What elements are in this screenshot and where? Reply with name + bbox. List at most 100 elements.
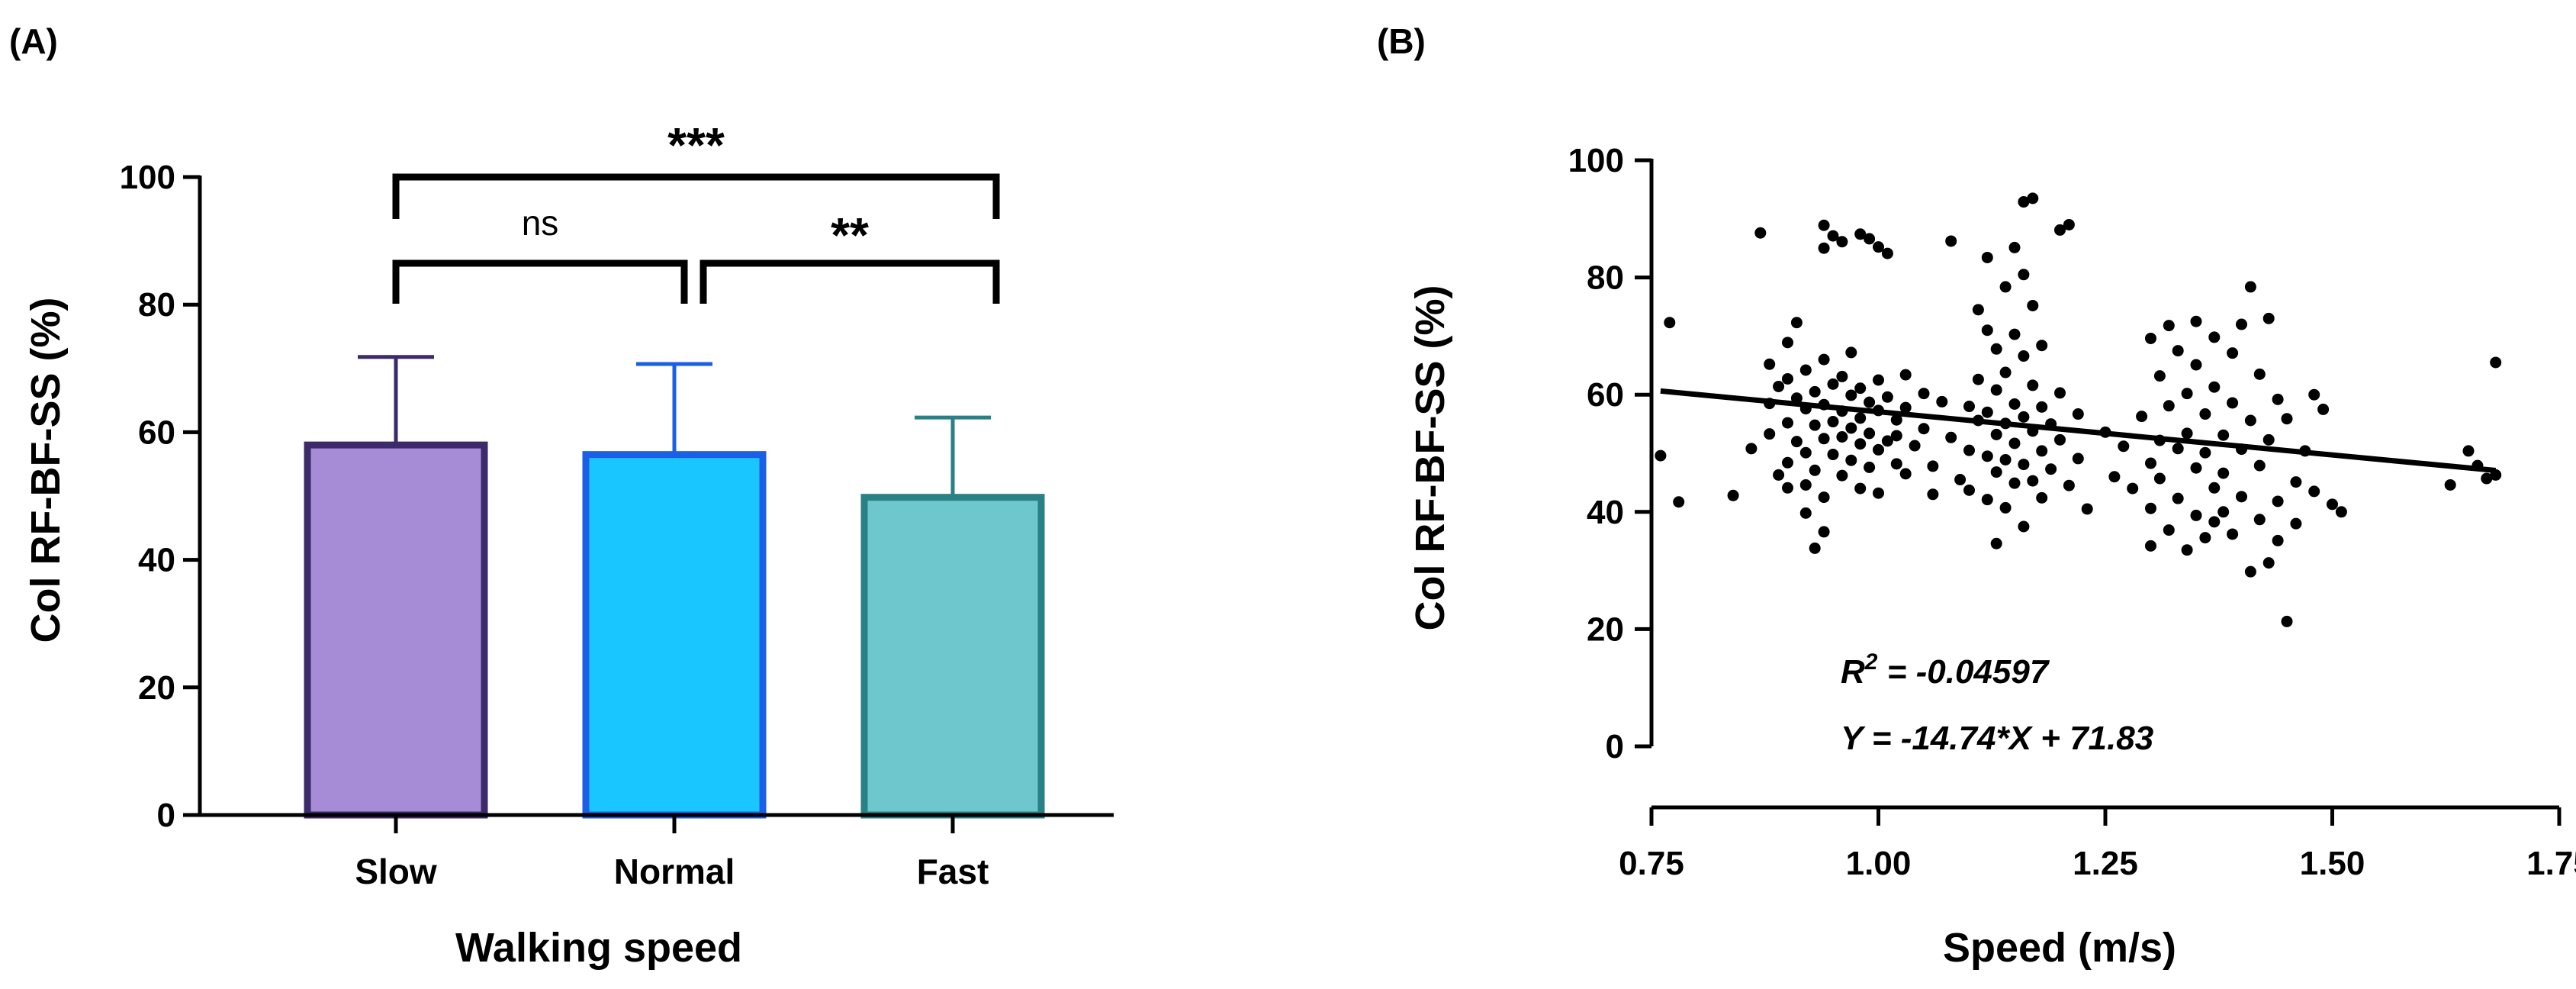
panel-b-data-point bbox=[1818, 219, 1830, 231]
panel-b-data-point bbox=[1873, 443, 1884, 456]
panel-b-data-point bbox=[1899, 369, 1912, 381]
panel-b-data-point bbox=[1927, 488, 1939, 501]
panel-b-data-point bbox=[1990, 428, 2002, 440]
panel-b-data-point bbox=[2208, 482, 2221, 494]
panel-b-data-point bbox=[1999, 501, 2012, 514]
panel-b-data-point bbox=[2217, 506, 2230, 518]
panel-b-data-point bbox=[1790, 436, 1803, 448]
panel-b-data-point bbox=[1981, 450, 1993, 462]
panel-b-data-point bbox=[2018, 411, 2030, 423]
panel-b-data-point bbox=[2153, 370, 2166, 382]
panel-b-data-point bbox=[2208, 381, 2221, 393]
panel-b-x-tick-label: 1.75 bbox=[2526, 845, 2576, 882]
panel-b-data-point bbox=[1999, 366, 2012, 379]
panel-b-data-point bbox=[2145, 540, 2156, 552]
panel-b-data-point bbox=[2481, 472, 2493, 485]
panel-b-data-point bbox=[2108, 471, 2121, 483]
panel-b-data-point bbox=[1873, 487, 1884, 499]
panel-b-data-point bbox=[2290, 476, 2302, 488]
panel-b-data-point bbox=[2027, 299, 2039, 311]
panel-b-data-point bbox=[1873, 241, 1884, 253]
panel-b-data-point bbox=[2272, 393, 2284, 405]
panel-b-data-point bbox=[2127, 482, 2139, 494]
panel-b-data-point bbox=[1899, 468, 1912, 480]
panel-b-data-point bbox=[1981, 251, 1993, 263]
panel-b-points bbox=[1655, 192, 2502, 627]
panel-b-data-point bbox=[1818, 433, 1830, 445]
panel-b-data-point bbox=[2272, 534, 2284, 546]
panel-b-data-point bbox=[1990, 343, 2002, 355]
bracket-slow-fast-label: *** bbox=[667, 118, 725, 172]
panel-b-data-point bbox=[1836, 430, 1848, 443]
bracket-slow-normal bbox=[392, 259, 688, 304]
panel-b-data-point bbox=[2181, 388, 2193, 400]
panel-b-data-point bbox=[2227, 528, 2239, 540]
panel-b-y-axis-title: Col RF-BF-SS (%) bbox=[1407, 285, 1453, 631]
panel-b-data-point bbox=[1990, 537, 2002, 549]
panel-b-data-point bbox=[2163, 524, 2175, 536]
panel-b-data-point bbox=[1809, 464, 1821, 476]
panel-b-data-point bbox=[2227, 397, 2239, 409]
panel-b-regression-line bbox=[1660, 388, 2497, 474]
panel-b-data-point bbox=[1773, 380, 1785, 392]
panel-b-data-point bbox=[2118, 440, 2130, 453]
panel-b-data-point bbox=[2227, 347, 2239, 359]
panel-b-data-point bbox=[2036, 445, 2048, 457]
bracket-normal-fast bbox=[699, 259, 1000, 304]
panel-b-data-point bbox=[1909, 440, 1921, 452]
panel-b-data-point bbox=[2181, 544, 2193, 556]
panel-a-category-label: Fast bbox=[917, 852, 989, 891]
panel-b-data-point bbox=[2008, 328, 2021, 340]
panel-b-data-point bbox=[2272, 495, 2284, 507]
panel-b-data-point bbox=[2236, 318, 2247, 330]
panel-b-data-point bbox=[1999, 453, 2012, 466]
panel-b-data-point bbox=[2190, 509, 2202, 521]
panel-b-data-point bbox=[1890, 414, 1902, 426]
panel-b-data-point bbox=[1764, 358, 1776, 370]
panel-b-data-point bbox=[1864, 233, 1876, 245]
panel-b-data-point bbox=[2172, 492, 2184, 504]
panel-b-data-point bbox=[1990, 384, 2002, 396]
panel-b-data-point bbox=[2244, 281, 2256, 293]
panel-b-data-point bbox=[1782, 337, 1793, 349]
panel-b-data-point bbox=[2308, 485, 2320, 498]
panel-b-data-point bbox=[1782, 456, 1793, 469]
panel-b-data-point bbox=[2027, 379, 2039, 391]
panel-b-data-point bbox=[1809, 542, 1821, 554]
panel-b-data-point bbox=[1799, 507, 1812, 519]
panel-b-data-point bbox=[1864, 396, 1876, 408]
panel-b-data-point bbox=[1836, 370, 1848, 382]
panel-b-data-point bbox=[2008, 477, 2021, 489]
panel-b-data-point bbox=[1782, 372, 1793, 385]
panel-b-data-point bbox=[1664, 317, 1676, 329]
panel-b-r-squared: R2 = -0.04597 bbox=[1841, 649, 2050, 691]
panel-b-data-point bbox=[2253, 459, 2266, 472]
panel-b-x-tick-label: 0.75 bbox=[1619, 845, 1684, 882]
panel-b-data-point bbox=[1899, 401, 1912, 414]
panel-b-data-point bbox=[2217, 467, 2230, 479]
panel-b-x-tick-label: 1.50 bbox=[2300, 845, 2365, 882]
panel-b-data-point bbox=[2208, 331, 2221, 343]
panel-b-data-point bbox=[2262, 557, 2275, 569]
panel-b-data-point bbox=[1799, 364, 1812, 376]
panel-b-y-tick-label: 0 bbox=[1606, 728, 1624, 765]
panel-b-y-tick-label: 40 bbox=[1587, 494, 1624, 531]
panel-b-data-point bbox=[1918, 388, 1930, 400]
panel-b-data-point bbox=[2036, 491, 2048, 504]
panel-b-data-point bbox=[1845, 389, 1857, 401]
panel-b-data-point bbox=[1745, 443, 1758, 455]
panel-b-data-point bbox=[1881, 435, 1893, 447]
panel-a-significance: *** ns ** bbox=[392, 118, 1000, 304]
panel-b-data-point bbox=[1809, 419, 1821, 431]
panel-b-data-point bbox=[2063, 479, 2075, 491]
panel-b-data-point bbox=[1809, 385, 1821, 398]
panel-b-data-point bbox=[2190, 462, 2202, 474]
panel-a-y-tick-label: 100 bbox=[120, 159, 175, 196]
panel-b-data-point bbox=[2145, 457, 2156, 469]
panel-b-data-point bbox=[1890, 430, 1902, 442]
panel-b-data-point bbox=[2153, 472, 2166, 485]
panel-b-data-point bbox=[2027, 475, 2039, 487]
panel-b-data-point bbox=[1864, 461, 1876, 473]
panel-b-data-point bbox=[1764, 428, 1776, 440]
